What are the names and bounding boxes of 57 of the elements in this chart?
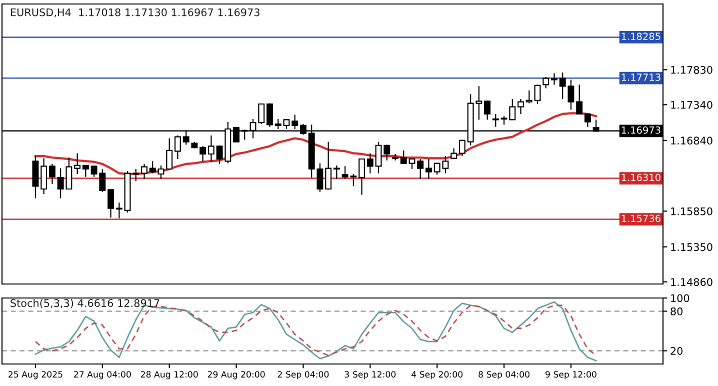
candlestick <box>366 152 374 174</box>
x-tick-label: 27 Aug 04:00 <box>74 371 131 380</box>
candlestick <box>116 202 122 219</box>
candlestick <box>526 90 532 104</box>
y-tick-label: 1.15350 <box>671 243 712 251</box>
candlestick <box>174 134 181 160</box>
candlestick <box>132 168 140 182</box>
candlestick <box>576 84 583 115</box>
y-tick-label: 1.16840 <box>671 136 712 145</box>
candlestick <box>208 134 214 162</box>
candlestick <box>82 164 89 178</box>
candlestick <box>258 103 265 125</box>
x-tick-label: 2 Sep 04:00 <box>278 371 329 380</box>
candlestick <box>358 158 366 196</box>
y-tick-label: 100 <box>671 294 690 302</box>
chart-title: EURUSD,H4 1.17018 1.17130 1.16967 1.16973 <box>10 8 260 18</box>
ref-line-label: 1.16973 <box>622 126 660 134</box>
x-tick-label: 4 Sep 20:00 <box>412 371 463 380</box>
candlestick <box>74 152 81 175</box>
ref-line-label: 1.17713 <box>622 74 660 81</box>
candlestick <box>417 158 424 180</box>
candlestick <box>325 141 332 190</box>
chart-title: Stoch(5,3,3) 4.6616 12.8917 <box>10 298 160 308</box>
x-tick-label: 3 Sep 12:00 <box>344 371 396 380</box>
y-tick-label: 1.15850 <box>671 207 712 216</box>
x-tick-label: 28 Aug 12:00 <box>140 371 198 380</box>
candlestick <box>200 146 206 162</box>
candlestick <box>166 138 173 170</box>
y-tick-label: 80 <box>670 307 683 316</box>
ref-line-label: 1.15736 <box>622 214 660 222</box>
candlestick <box>266 102 273 128</box>
ref-line-label: 1.18285 <box>622 32 660 40</box>
x-tick-label: 29 Aug 20:00 <box>208 371 265 380</box>
candlestick <box>141 163 148 180</box>
candlestick <box>333 164 340 180</box>
candlestick <box>518 98 524 115</box>
candlestick <box>550 72 558 86</box>
y-tick-label: 1.17340 <box>671 100 712 109</box>
candlestick <box>400 150 407 165</box>
ref-line-label: 1.16310 <box>622 174 660 182</box>
candlestick <box>458 139 466 157</box>
candlestick <box>108 189 114 218</box>
y-tick-label: 1.17830 <box>671 66 712 74</box>
candlestick <box>542 76 550 89</box>
candlestick <box>492 113 499 128</box>
candlestick <box>534 84 541 105</box>
candlestick <box>484 100 491 120</box>
candlestick <box>40 158 48 195</box>
y-tick-label: 1.14860 <box>671 278 712 286</box>
candlestick <box>48 163 56 185</box>
candlestick <box>392 153 398 161</box>
candlestick <box>584 113 591 128</box>
y-tick-label: 20 <box>670 347 683 355</box>
x-tick-label: 8 Sep 04:00 <box>478 371 530 380</box>
candlestick <box>425 158 432 180</box>
x-tick-label: 9 Sep 12:00 <box>546 371 596 380</box>
x-tick-label: 25 Aug 2025 <box>8 371 62 380</box>
